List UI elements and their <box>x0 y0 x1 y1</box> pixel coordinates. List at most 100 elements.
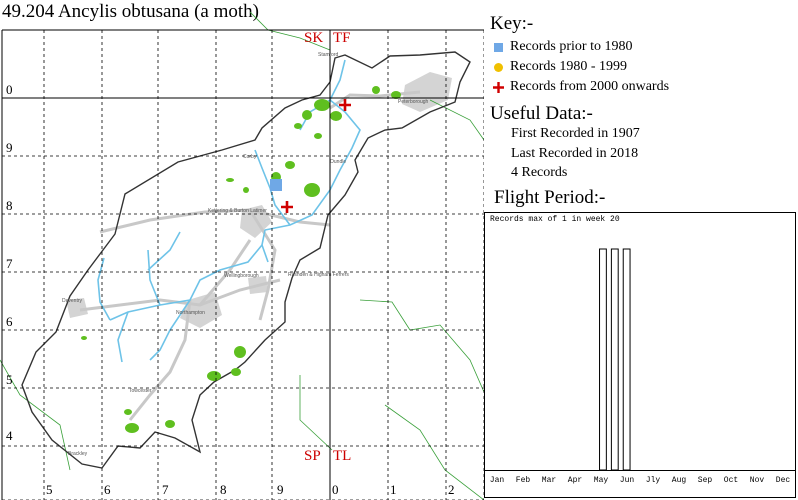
month-label: Feb <box>516 476 531 485</box>
woodland-patch <box>294 123 302 129</box>
record-count: 4 Records <box>511 165 568 180</box>
column-label: 6 <box>104 482 111 497</box>
key-heading: Key:- <box>490 13 534 34</box>
row-label: 9 <box>6 140 13 155</box>
woodland-patch <box>314 99 330 111</box>
outer-boundary <box>299 375 333 451</box>
woodland-patch <box>330 111 342 121</box>
useful-data-heading: Useful Data:- <box>490 103 593 124</box>
column-label: 2 <box>448 482 455 497</box>
month-label: Nov <box>750 476 765 485</box>
woodland-patch <box>207 371 221 381</box>
month-label: Apr <box>568 476 583 485</box>
town-label: Oundle <box>330 159 346 165</box>
record-markers <box>270 99 351 213</box>
square-label: TL <box>333 448 351 464</box>
town-label: Wellingborough <box>224 273 259 279</box>
last-recorded: Last Recorded in 2018 <box>511 146 639 161</box>
county-boundary <box>21 51 471 469</box>
month-label: May <box>594 476 609 485</box>
road <box>198 239 252 306</box>
key-label: Records prior to 1980 <box>510 39 633 54</box>
square-label: TF <box>333 30 351 46</box>
page-title: 49.204 Ancylis obtusana (a moth) <box>2 1 259 22</box>
circle-icon <box>494 63 503 72</box>
woodland-patch <box>304 183 320 197</box>
first-recorded: First Recorded in 1907 <box>511 126 640 141</box>
grid-labels: 0 9 8 7 6 5 4 5 6 7 8 9 0 1 2 SK TF SP TL <box>6 30 455 497</box>
column-label: 7 <box>162 482 169 497</box>
square-label: SP <box>304 448 321 464</box>
woodland-patch <box>234 346 246 358</box>
town-label: Stamford <box>318 52 339 58</box>
flight-bars <box>599 248 631 471</box>
month-label: Jan <box>490 476 505 485</box>
distribution-map: Stamford Peterborough Oundle Corby Kettering… <box>0 11 484 500</box>
month-label: Sep <box>698 476 713 485</box>
river <box>147 249 161 306</box>
river <box>149 299 191 361</box>
cross-icon <box>493 82 504 93</box>
town-label: Peterborough <box>398 99 429 105</box>
roads <box>79 90 421 421</box>
outer-boundary <box>384 404 484 500</box>
column-label: 5 <box>46 482 53 497</box>
river <box>109 244 263 321</box>
woodland-patch <box>125 423 139 433</box>
flight-bar <box>622 248 631 471</box>
month-label: Oct <box>724 476 738 485</box>
outside-boundaries <box>0 11 484 500</box>
town-label: Northampton <box>176 310 205 316</box>
river <box>147 231 181 271</box>
outer-boundary <box>429 99 484 141</box>
road <box>99 208 331 234</box>
town-label: Brackley <box>68 451 88 457</box>
woodland-patch <box>285 161 295 169</box>
outer-boundary <box>249 11 331 51</box>
urban-area <box>402 72 452 112</box>
square-icon <box>494 43 503 52</box>
woodland-patch <box>314 133 322 139</box>
record-marker-from-2000 <box>339 99 351 111</box>
river <box>117 311 129 363</box>
town-label: Corby <box>243 154 257 160</box>
column-label: 0 <box>332 482 339 497</box>
month-label: Jun <box>620 476 635 485</box>
key-label: Records from 2000 onwards <box>510 79 670 94</box>
woodland-patch <box>165 420 175 428</box>
row-label: 7 <box>6 256 13 271</box>
flight-period-chart: Records max of 1 in week 20 Jan Feb Mar Apr… <box>484 212 796 498</box>
woodland-patches <box>81 86 401 433</box>
square-label: SK <box>304 30 323 46</box>
town-label: Kettering & Burton Latimer <box>208 208 267 214</box>
month-label: Mar <box>542 476 557 485</box>
town-label: Rushden & Higham Ferrers <box>288 272 349 278</box>
record-marker-from-2000 <box>281 201 293 213</box>
woodland-patch <box>81 336 87 340</box>
column-label: 1 <box>390 482 397 497</box>
flight-bar <box>610 248 619 471</box>
flight-period-heading: Flight Period:- <box>494 187 606 208</box>
month-label: Jly <box>646 476 661 485</box>
woodland-patch <box>243 187 249 193</box>
grid-lines <box>1 29 484 500</box>
town-label: Towcester <box>129 388 152 394</box>
month-label: Dec <box>776 476 791 485</box>
road <box>128 299 192 421</box>
row-label: 6 <box>6 314 13 329</box>
woodland-patch <box>231 368 241 376</box>
row-label: 4 <box>6 428 13 443</box>
column-label: 8 <box>220 482 227 497</box>
urban-area <box>66 298 88 318</box>
river <box>254 149 271 189</box>
road <box>248 209 277 321</box>
month-labels: Jan Feb Mar Apr May Jun Jly Aug Sep Oct Nov Dec <box>490 476 791 485</box>
town-labels: Stamford Peterborough Oundle Corby Kettering… <box>62 52 429 457</box>
month-label: Aug <box>672 476 687 485</box>
record-marker-prior-1980 <box>270 179 282 191</box>
woodland-patch <box>302 110 312 120</box>
woodland-patch <box>372 86 380 94</box>
river <box>97 257 111 321</box>
flight-caption: Records max of 1 in week 20 <box>490 215 620 224</box>
outer-boundary <box>0 359 71 471</box>
